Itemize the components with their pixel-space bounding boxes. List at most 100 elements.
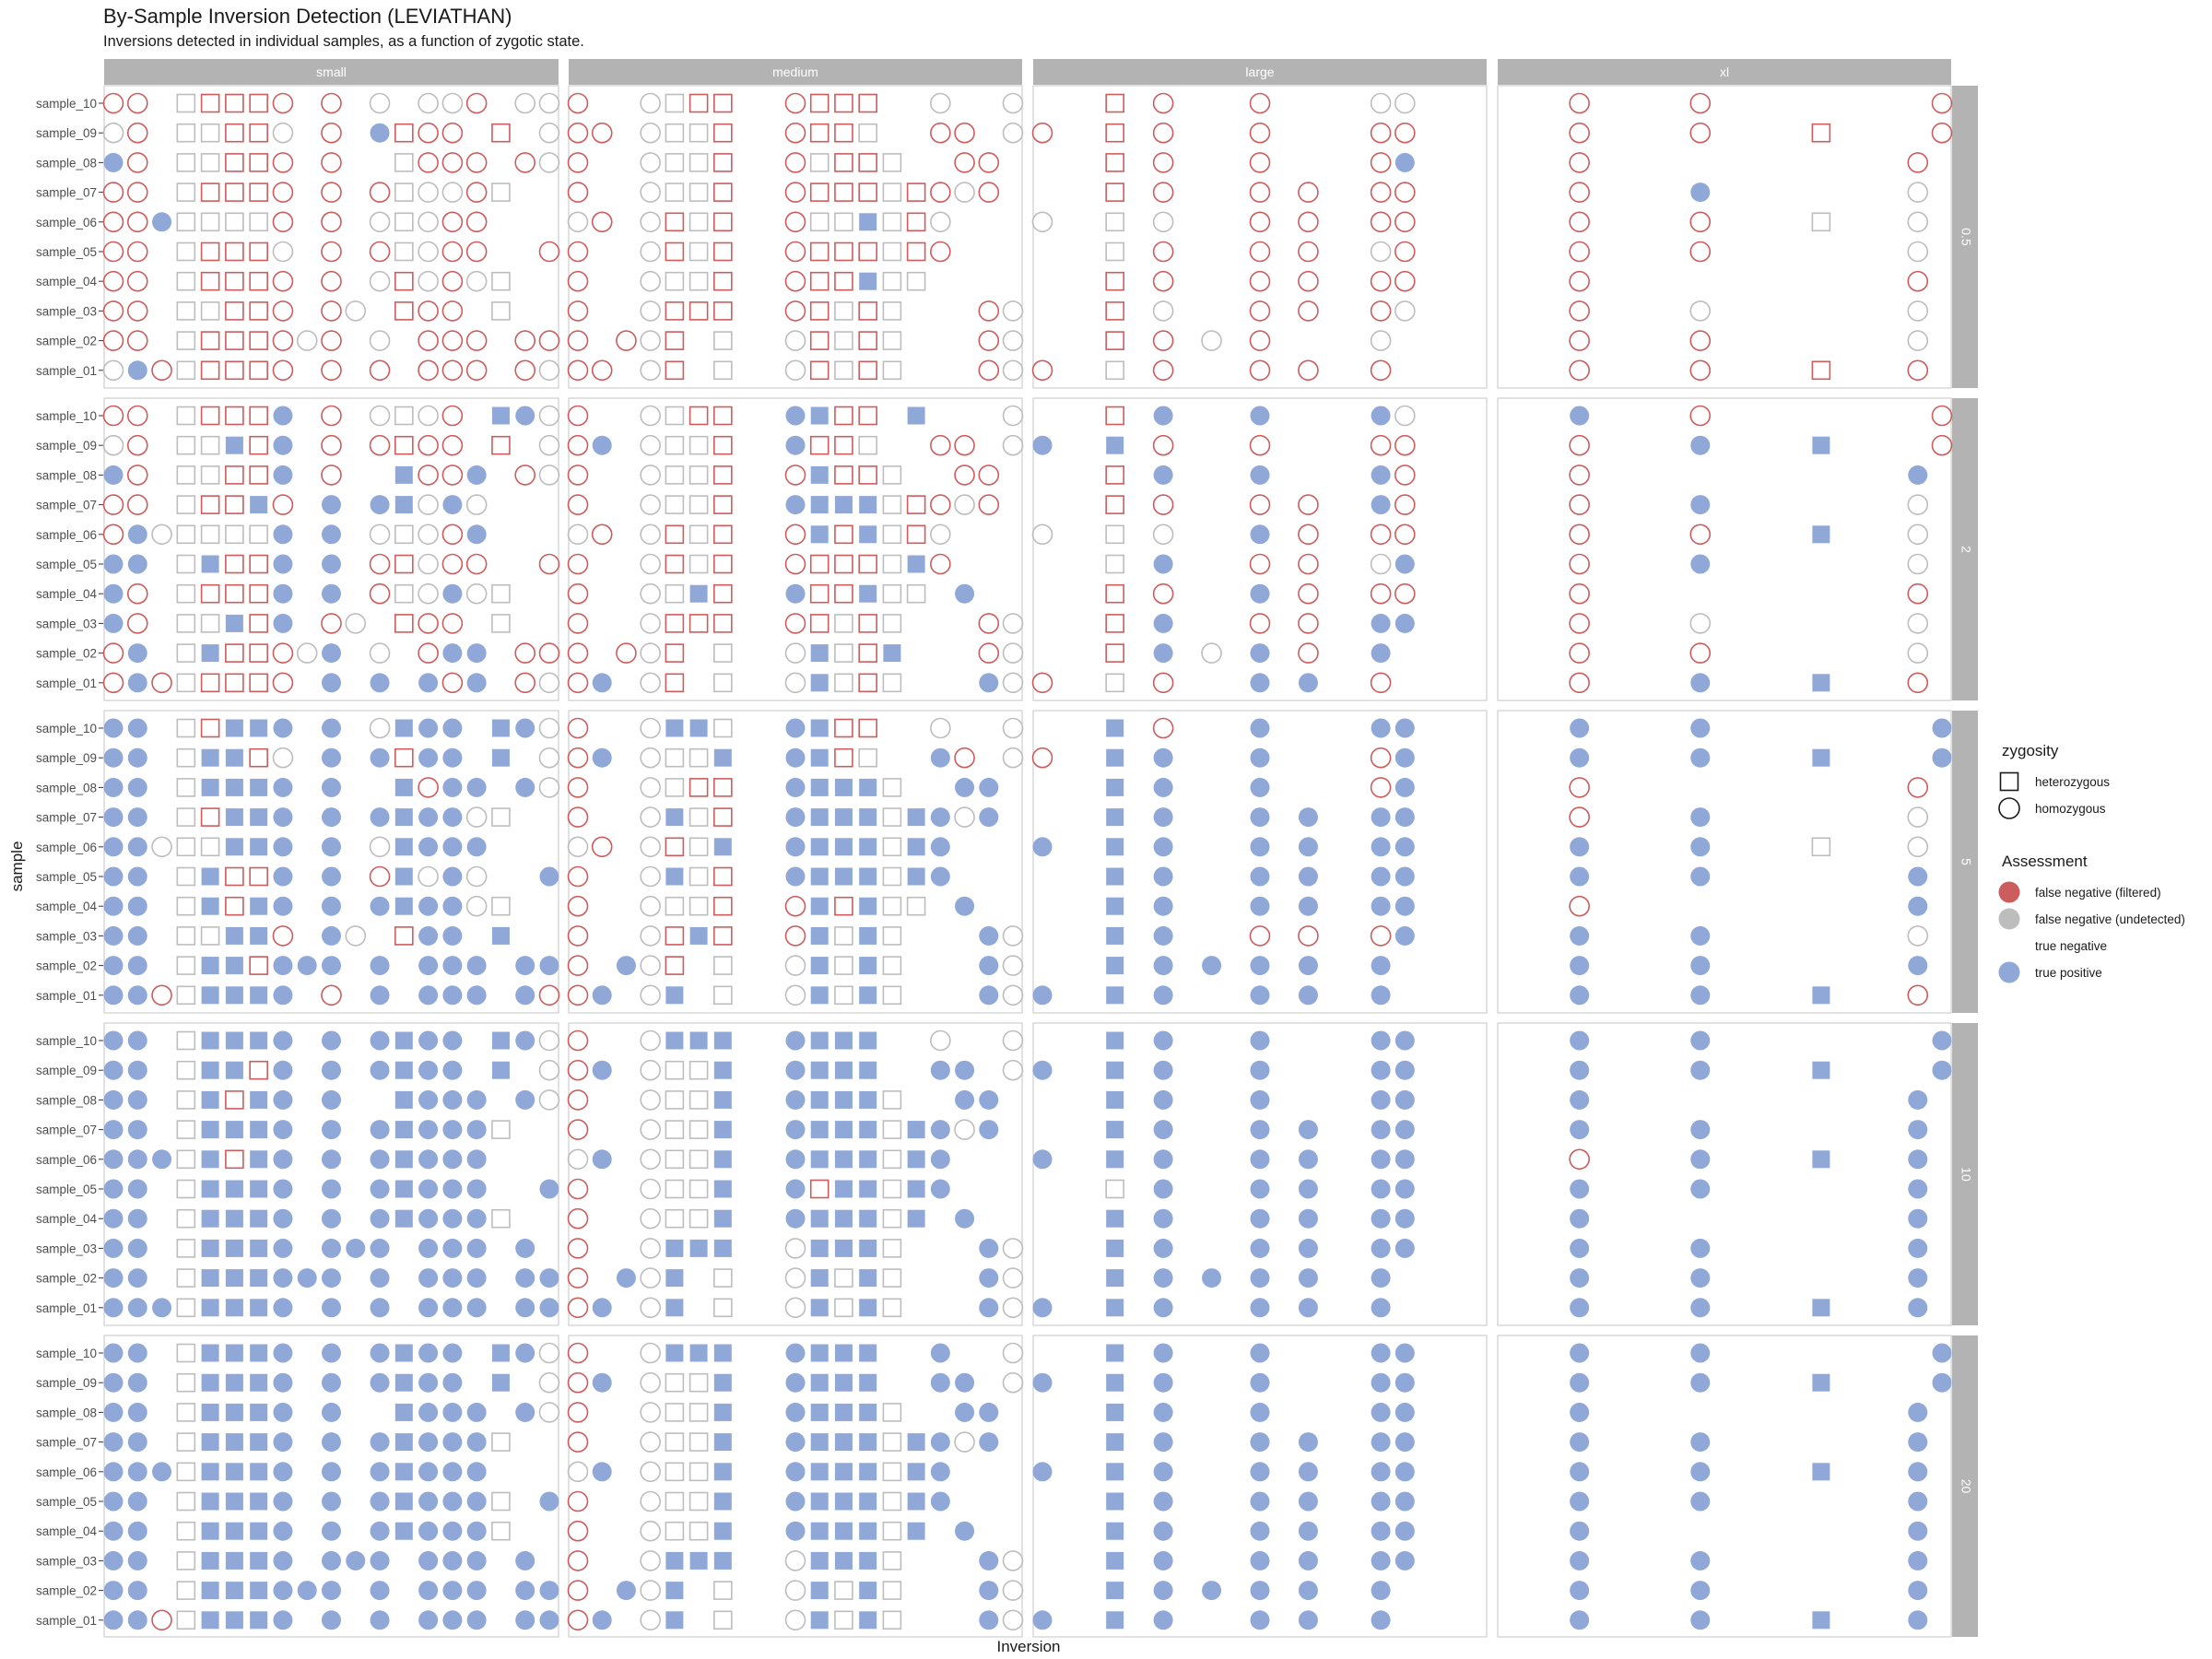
legend: zygosityheterozygoushomozygousAssessment… <box>1998 742 2185 983</box>
true-positive-homozygous-point <box>1690 1581 1711 1601</box>
false-negative-filtered-heterozygous-point <box>249 241 268 262</box>
false-negative-undetected-heterozygous-point <box>882 1268 902 1288</box>
false-negative-filtered-heterozygous-point <box>713 778 733 797</box>
false-negative-filtered-heterozygous-point <box>394 554 414 574</box>
false-negative-filtered-homozygous-point <box>102 211 124 233</box>
true-positive-heterozygous-point <box>810 867 829 886</box>
false-negative-filtered-homozygous-point <box>1689 122 1712 144</box>
true-positive-heterozygous-point <box>394 1061 413 1079</box>
true-positive-homozygous-point <box>1570 1120 1590 1140</box>
true-positive-homozygous-point <box>442 896 463 916</box>
true-positive-homozygous-point <box>1932 1060 1952 1080</box>
false-negative-undetected-homozygous-point <box>538 1371 560 1394</box>
false-negative-undetected-homozygous-point <box>1002 1580 1024 1601</box>
true-positive-homozygous-point <box>103 1550 124 1571</box>
sample-label: sample_03 <box>36 304 97 318</box>
false-negative-undetected-heterozygous-point <box>834 212 853 232</box>
false-negative-filtered-homozygous-point <box>1931 122 1953 144</box>
true-positive-homozygous-point <box>322 1149 341 1170</box>
false-negative-filtered-homozygous-point <box>1394 270 1416 292</box>
false-negative-filtered-heterozygous-point <box>200 673 220 693</box>
false-negative-undetected-homozygous-point <box>1002 642 1024 664</box>
true-positive-homozygous-point <box>1250 1208 1270 1229</box>
false-negative-undetected-heterozygous-point <box>688 1090 709 1110</box>
false-negative-filtered-heterozygous-point <box>394 747 414 768</box>
false-negative-filtered-homozygous-point <box>1031 747 1053 769</box>
false-negative-filtered-homozygous-point <box>1569 359 1590 382</box>
false-negative-undetected-heterozygous-point <box>688 241 709 262</box>
false-negative-undetected-heterozygous-point <box>665 778 685 797</box>
false-negative-undetected-heterozygous-point <box>665 1372 685 1393</box>
true-positive-heterozygous-point <box>250 926 268 945</box>
true-positive-homozygous-point <box>1394 718 1415 738</box>
true-positive-homozygous-point <box>785 777 806 797</box>
false-negative-undetected-heterozygous-point <box>665 406 685 426</box>
false-negative-filtered-homozygous-point <box>567 1431 589 1453</box>
true-positive-homozygous-point <box>103 1372 124 1393</box>
true-positive-homozygous-point <box>442 1060 463 1080</box>
false-negative-filtered-homozygous-point <box>1569 672 1590 694</box>
true-positive-homozygous-point <box>103 1238 124 1258</box>
false-negative-undetected-homozygous-point <box>954 494 975 515</box>
false-negative-undetected-heterozygous-point <box>688 747 709 768</box>
false-negative-undetected-homozygous-point <box>538 672 560 694</box>
false-negative-filtered-homozygous-point <box>441 405 464 427</box>
true-positive-homozygous-point <box>515 1343 535 1363</box>
false-negative-undetected-homozygous-point <box>1002 1059 1024 1081</box>
false-negative-filtered-heterozygous-point <box>834 583 853 604</box>
true-positive-homozygous-point <box>1394 1149 1415 1170</box>
false-negative-filtered-homozygous-point <box>1298 270 1319 292</box>
false-negative-undetected-homozygous-point <box>784 1580 806 1601</box>
true-positive-homozygous-point <box>1032 1149 1053 1170</box>
sample-label: sample_05 <box>36 870 97 884</box>
false-negative-undetected-heterozygous-point <box>491 896 511 916</box>
false-negative-undetected-homozygous-point <box>640 241 661 263</box>
false-negative-filtered-heterozygous-point <box>394 271 414 291</box>
false-negative-undetected-homozygous-point <box>418 270 439 292</box>
true-positive-heterozygous-point <box>201 1433 219 1452</box>
true-positive-heterozygous-point <box>1106 1299 1124 1317</box>
true-positive-heterozygous-point <box>250 1121 268 1139</box>
true-positive-heterozygous-point <box>250 719 268 737</box>
true-positive-homozygous-point <box>1690 495 1711 515</box>
false-negative-undetected-homozygous-point <box>567 211 589 233</box>
false-negative-filtered-homozygous-point <box>1689 330 1712 351</box>
true-positive-homozygous-point <box>127 524 147 545</box>
true-positive-homozygous-point <box>466 673 487 693</box>
true-positive-homozygous-point <box>442 1550 463 1571</box>
false-negative-filtered-homozygous-point <box>126 122 148 144</box>
true-positive-heterozygous-point <box>834 838 853 856</box>
true-positive-heterozygous-point <box>1812 525 1830 544</box>
false-negative-undetected-homozygous-point <box>1002 984 1024 1006</box>
true-positive-heterozygous-point <box>713 1121 732 1139</box>
false-negative-filtered-homozygous-point <box>1689 405 1712 427</box>
false-negative-undetected-homozygous-point <box>1002 92 1024 114</box>
true-positive-heterozygous-point <box>834 1403 853 1421</box>
false-negative-undetected-homozygous-point <box>954 182 975 203</box>
true-positive-heterozygous-point <box>225 1551 243 1570</box>
false-negative-undetected-homozygous-point <box>1002 434 1024 456</box>
x-axis-title: Inversion <box>997 1638 1061 1655</box>
false-negative-filtered-homozygous-point <box>1152 717 1174 739</box>
false-negative-filtered-homozygous-point <box>1031 672 1053 694</box>
false-negative-filtered-homozygous-point <box>930 122 951 144</box>
true-positive-heterozygous-point <box>491 406 510 425</box>
false-negative-filtered-homozygous-point <box>465 241 488 263</box>
false-negative-filtered-homozygous-point <box>514 330 536 351</box>
true-positive-homozygous-point <box>297 1581 317 1601</box>
false-negative-filtered-heterozygous-point <box>713 465 733 485</box>
false-negative-undetected-heterozygous-point <box>882 1208 902 1229</box>
true-positive-heterozygous-point <box>834 1121 853 1139</box>
true-positive-homozygous-point <box>273 777 293 797</box>
false-negative-undetected-homozygous-point <box>640 1342 661 1364</box>
true-positive-homozygous-point <box>1298 1581 1318 1601</box>
false-negative-undetected-homozygous-point <box>1002 672 1024 694</box>
true-positive-homozygous-point <box>1298 1610 1318 1630</box>
false-negative-undetected-heterozygous-point <box>882 360 902 381</box>
false-negative-undetected-homozygous-point <box>538 1402 560 1423</box>
true-positive-homozygous-point <box>1394 925 1415 946</box>
true-positive-heterozygous-point <box>810 1344 829 1362</box>
false-negative-undetected-heterozygous-point <box>688 495 709 514</box>
false-negative-undetected-homozygous-point <box>465 494 488 515</box>
true-positive-homozygous-point <box>515 1402 535 1422</box>
